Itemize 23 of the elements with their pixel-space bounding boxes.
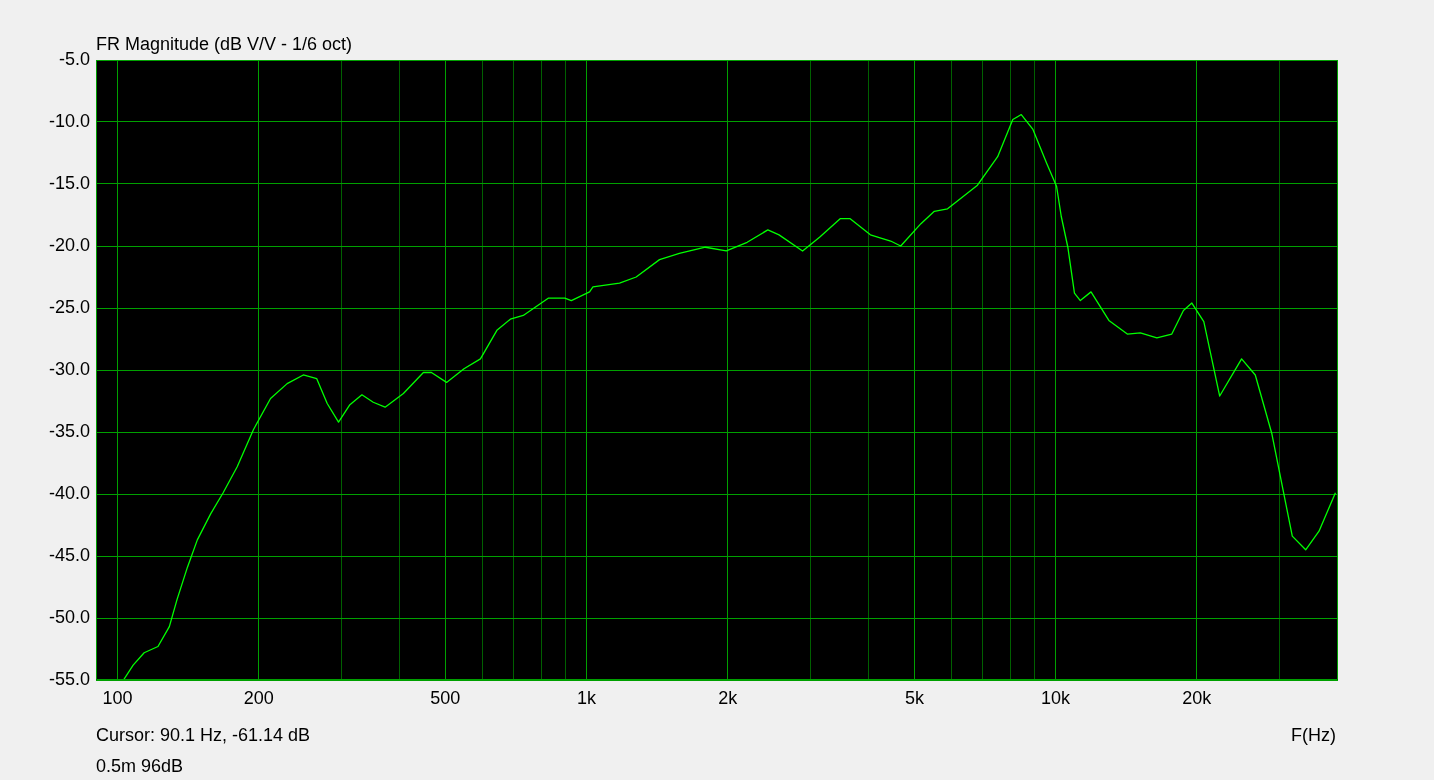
x-tick-label: 5k — [904, 687, 925, 708]
y-tick-label: -5.0 — [58, 48, 90, 69]
y-tick-label: -15.0 — [48, 172, 90, 193]
x-tick-label: 20k — [1182, 687, 1213, 708]
y-tick-label: -10.0 — [48, 110, 90, 131]
y-tick-label: -30.0 — [48, 358, 90, 379]
x-tick-label: 2k — [718, 687, 739, 708]
x-tick-label: 10k — [1041, 687, 1072, 708]
x-tick-label: 500 — [430, 687, 461, 708]
y-tick-label: -45.0 — [48, 544, 90, 565]
y-tick-label: -25.0 — [48, 296, 90, 317]
y-tick-label: -50.0 — [48, 606, 90, 627]
y-tick-label: -35.0 — [48, 420, 90, 441]
x-axis-title: F(Hz) — [1291, 725, 1336, 745]
x-tick-label: 100 — [102, 687, 133, 708]
y-tick-label: -40.0 — [48, 482, 90, 503]
chart-title: FR Magnitude (dB V/V - 1/6 oct) — [96, 34, 353, 54]
y-tick-label: -20.0 — [48, 234, 90, 255]
text: Cursor: 90.1 Hz, -61.14 dB — [96, 725, 311, 745]
text: 0.5m 96dB — [96, 756, 184, 776]
x-tick-label: 1k — [577, 687, 598, 708]
y-tick-label: -55.0 — [48, 668, 90, 689]
x-tick-label: 200 — [243, 687, 274, 708]
